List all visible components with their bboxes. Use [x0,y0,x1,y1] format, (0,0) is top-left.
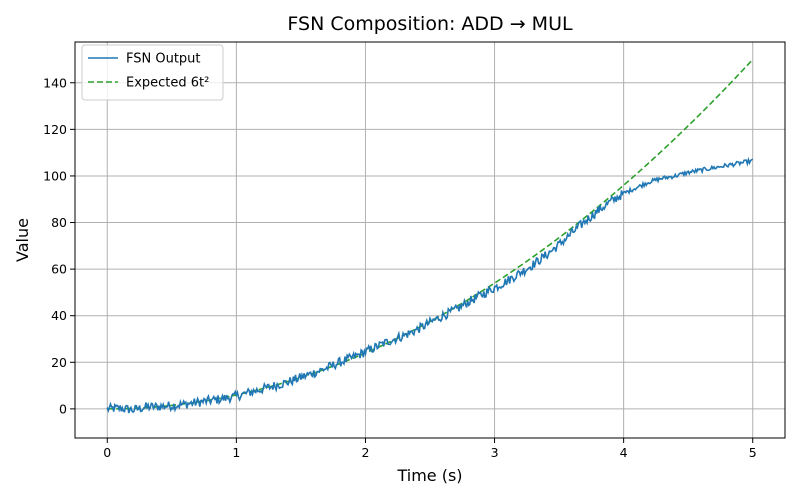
x-tick-label: 1 [232,445,240,460]
y-tick-label: 100 [43,168,67,183]
x-tick-label: 2 [361,445,369,460]
y-tick-label: 140 [43,75,67,90]
y-tick-label: 0 [59,401,67,416]
y-tick-label: 40 [51,308,67,323]
series-line-fsn-output [106,156,754,414]
plot-lines [106,58,754,414]
y-tick-label: 80 [51,215,67,230]
y-axis-label: Value [13,218,32,262]
y-tick-label: 60 [51,262,67,277]
plot-frame [74,41,786,439]
x-tick-label: 3 [491,445,499,460]
x-tick-label: 0 [103,445,111,460]
ticks: 0 1 2 3 4 5 0 20 40 60 80 100 120 140 [43,75,757,460]
y-tick-label: 120 [43,122,67,137]
grid [75,42,785,438]
y-tick-label: 20 [51,355,67,370]
x-axis-label: Time (s) [396,466,462,485]
x-tick-label: 4 [620,445,628,460]
legend: FSN Output Expected 6t² [81,44,224,101]
legend-label-fsn-output: FSN Output [126,52,201,67]
chart-title: FSN Composition: ADD → MUL [287,13,573,35]
legend-label-expected: Expected 6t² [126,76,209,91]
x-tick-label: 5 [749,445,757,460]
